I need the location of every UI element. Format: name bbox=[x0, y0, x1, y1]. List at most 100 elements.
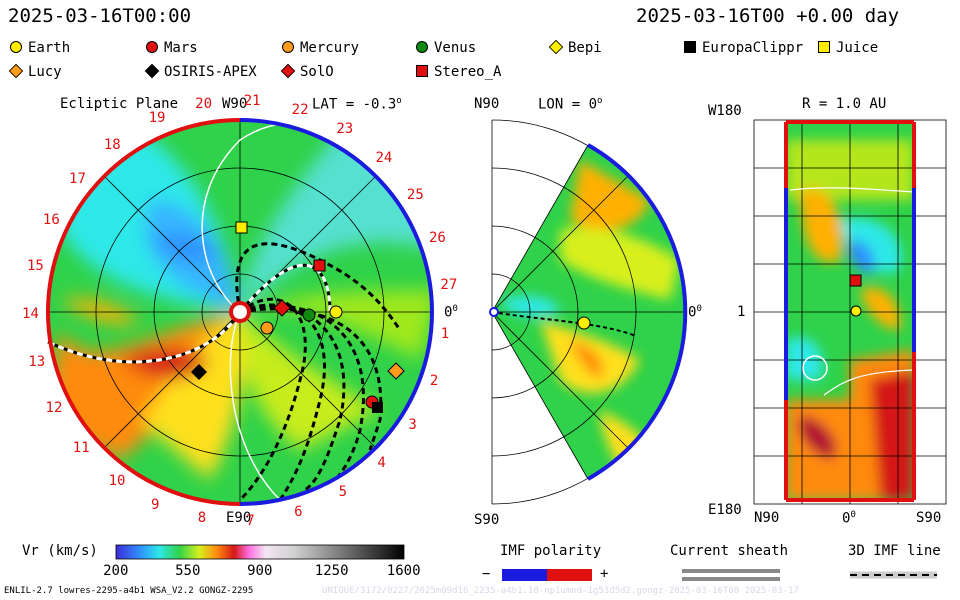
colorbar-label: Vr (km/s) bbox=[22, 543, 98, 559]
imf-plus: + bbox=[600, 566, 609, 582]
ecliptic-contours bbox=[201, 122, 321, 501]
footer-right: UNIQUE/3172/0227/2025m09d16_2235-a4b1.10… bbox=[322, 586, 799, 596]
radial-x-mid: 00 bbox=[842, 510, 856, 527]
carrington-tick-27: 27 bbox=[440, 277, 458, 294]
meridional-bottom-label: S90 bbox=[474, 512, 500, 528]
carrington-tick-25: 25 bbox=[406, 186, 424, 203]
carrington-tick-19: 19 bbox=[148, 110, 166, 127]
imf-minus: − bbox=[482, 566, 491, 582]
carrington-tick-15: 15 bbox=[26, 257, 44, 274]
ecliptic-title: Ecliptic Plane bbox=[60, 96, 179, 112]
legend-circle-icon bbox=[416, 41, 428, 53]
radial-title: R = 1.0 AU bbox=[802, 96, 887, 112]
imf-polarity-positive bbox=[547, 569, 592, 581]
radial-earth-marker bbox=[850, 305, 862, 317]
legend-circle-icon bbox=[146, 41, 158, 53]
ecliptic-top-label: W90 bbox=[222, 96, 248, 112]
radial-boundary bbox=[784, 120, 916, 502]
radial-grid bbox=[753, 119, 947, 505]
sun-icon bbox=[229, 301, 251, 323]
venus-marker bbox=[302, 308, 316, 322]
legend-square-icon bbox=[818, 41, 830, 53]
radial-x-right: S90 bbox=[916, 510, 942, 526]
meridional-top-label: N90 bbox=[474, 96, 500, 112]
legend-item-mars: Mars bbox=[146, 40, 198, 56]
radial-contour-top bbox=[789, 187, 915, 193]
carrington-tick-26: 26 bbox=[428, 230, 446, 247]
carrington-tick-21: 21 bbox=[243, 93, 261, 110]
radial-y-mid: 1 bbox=[737, 304, 746, 320]
legend-circle-icon bbox=[10, 41, 22, 53]
radial-y-top: W180 bbox=[708, 103, 742, 119]
ecliptic-bottom-label: E90 bbox=[226, 510, 252, 526]
radial-stereo-a-marker bbox=[849, 274, 862, 287]
left-timestamp: 2025-03-16T00:00 bbox=[8, 5, 192, 27]
meridional-boundary bbox=[587, 143, 688, 481]
carrington-tick-1: 1 bbox=[440, 326, 450, 343]
meridional-earth-marker bbox=[577, 316, 591, 330]
ecliptic-boundary-negative bbox=[46, 118, 241, 506]
current-sheath-label: Current sheath bbox=[670, 543, 789, 559]
colorbar-tick-900: 900 bbox=[247, 563, 273, 579]
juice-marker bbox=[235, 221, 248, 234]
colorbar-tick-1600: 1600 bbox=[386, 563, 421, 579]
current-sheath-sample bbox=[682, 569, 780, 581]
ecliptic-boundary-positive bbox=[239, 118, 434, 506]
lucy-marker bbox=[387, 362, 405, 380]
legend-item-bepi: Bepi bbox=[548, 39, 602, 56]
right-timestamp: 2025-03-16T00 +0.00 day bbox=[636, 5, 900, 27]
ecliptic-lat: LAT = -0.3o bbox=[312, 96, 402, 113]
legend-square-icon bbox=[684, 41, 696, 53]
carrington-tick-9: 9 bbox=[150, 496, 160, 513]
imf-polarity-negative bbox=[502, 569, 547, 581]
legend-label: Mars bbox=[164, 40, 198, 56]
colorbar-tick-550: 550 bbox=[175, 563, 201, 579]
carrington-tick-3: 3 bbox=[408, 417, 417, 434]
carrington-tick-2: 2 bbox=[429, 373, 439, 390]
carrington-tick-8: 8 bbox=[197, 510, 207, 527]
legend-label: EuropaClippr bbox=[702, 40, 804, 56]
carrington-tick-13: 13 bbox=[28, 354, 46, 371]
legend-label: OSIRIS-APEX bbox=[164, 64, 257, 80]
legend-label: Bepi bbox=[568, 40, 602, 56]
legend-label: SolO bbox=[300, 64, 334, 80]
radial-x-left: N90 bbox=[754, 510, 780, 526]
legend-item-stereo-a: Stereo_A bbox=[416, 64, 501, 80]
carrington-tick-14: 14 bbox=[22, 305, 39, 322]
legend-item-juice: Juice bbox=[818, 40, 878, 56]
solo-marker bbox=[273, 299, 291, 317]
colorbar-tick-200: 200 bbox=[103, 563, 129, 579]
legend-item-venus: Venus bbox=[416, 40, 476, 56]
legend-item-europaclippr: EuropaClippr bbox=[684, 40, 803, 56]
footer-left: ENLIL-2.7 lowres-2295-a4b1 WSA_V2.2 GONG… bbox=[4, 586, 254, 596]
meridional-speed-map bbox=[492, 145, 686, 479]
legend-item-earth: Earth bbox=[10, 40, 70, 56]
carrington-tick-20: 20 bbox=[195, 96, 213, 113]
carrington-tick-23: 23 bbox=[336, 120, 354, 137]
carrington-tick-11: 11 bbox=[72, 439, 90, 456]
carrington-tick-7: 7 bbox=[246, 512, 255, 529]
carrington-tick-6: 6 bbox=[294, 503, 303, 520]
osiris-apex-marker bbox=[191, 364, 207, 380]
imf-line-label: 3D IMF line bbox=[848, 543, 941, 559]
carrington-tick-16: 16 bbox=[42, 211, 60, 228]
carrington-tick-10: 10 bbox=[108, 472, 126, 489]
mercury-marker bbox=[260, 321, 274, 335]
legend-circle-icon bbox=[282, 41, 294, 53]
meridional-lon: LON = 0o bbox=[538, 96, 603, 113]
legend-item-mercury: Mercury bbox=[282, 40, 359, 56]
radial-y-bottom: E180 bbox=[708, 502, 742, 518]
carrington-tick-5: 5 bbox=[338, 483, 348, 500]
carrington-tick-4: 4 bbox=[377, 454, 386, 471]
carrington-tick-18: 18 bbox=[103, 136, 121, 153]
legend-item-lucy: Lucy bbox=[8, 63, 62, 80]
colorbar bbox=[115, 544, 405, 560]
stereo-a-marker bbox=[313, 259, 326, 272]
legend-item-osiris-apex: OSIRIS-APEX bbox=[144, 63, 257, 80]
legend-label: Earth bbox=[28, 40, 71, 56]
radial-contour-loop bbox=[802, 355, 828, 381]
ecliptic-right-label: 00 bbox=[444, 304, 458, 321]
europaclippr-marker bbox=[372, 402, 383, 413]
legend-square-icon bbox=[416, 65, 428, 77]
